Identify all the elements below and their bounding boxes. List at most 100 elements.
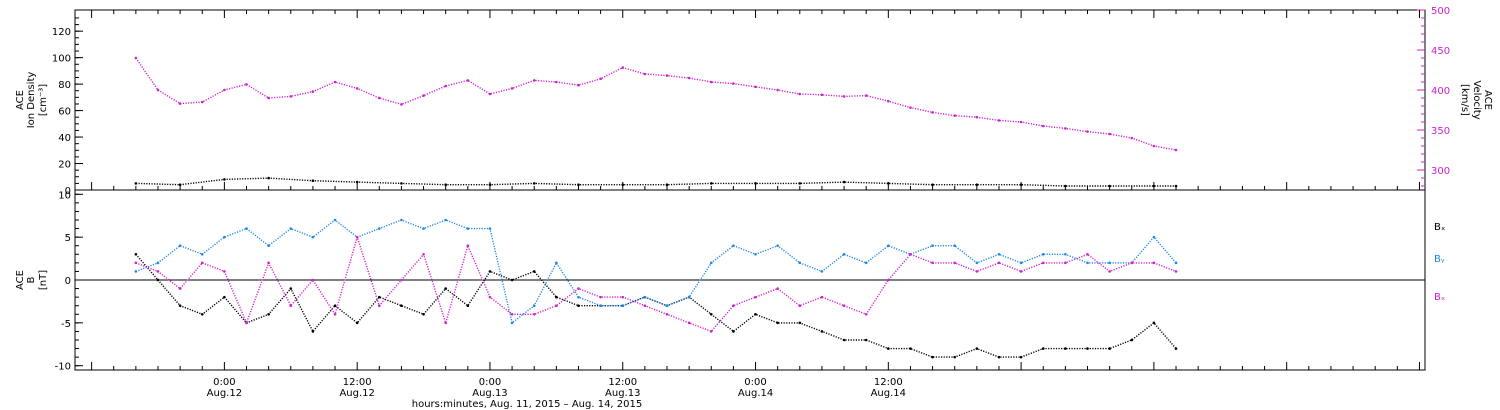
bz-series-point [643, 304, 647, 308]
velocity-series-point [245, 83, 248, 86]
velocity-series-point [709, 80, 713, 84]
by-series-point [532, 304, 536, 308]
bz-series-point [1041, 261, 1045, 265]
velocity-series-point [510, 87, 514, 90]
bz-series-point [1064, 261, 1067, 265]
bz-series-point [378, 304, 381, 308]
by-series-point [466, 227, 470, 230]
velocity-series-point [466, 79, 470, 82]
bz-series-point [156, 270, 160, 273]
velocity-series-point [820, 93, 824, 97]
velocity-series-point [754, 85, 757, 89]
bx-series-point [156, 278, 160, 282]
x-axis-ticks: 0:00Aug.1212:00Aug.120:00Aug.1312:00Aug.… [91, 10, 1420, 399]
bz-series-point [532, 312, 536, 316]
bx-series-point [289, 287, 293, 290]
bz-series-point [510, 312, 514, 316]
bx-series-point [178, 304, 182, 308]
bx-series-point [378, 295, 381, 299]
density-series-point [842, 180, 846, 184]
x-tick-label-time: 0:00 [744, 377, 766, 388]
bottom-left-axis-ticks: -10 -5 0 5 10 [55, 190, 83, 373]
by-series-line [135, 219, 1177, 324]
bz-series-point [842, 304, 846, 308]
by-series-point [1086, 261, 1089, 265]
by-series-point [267, 244, 270, 248]
bz-series-point [466, 244, 470, 248]
bz-series-point [754, 295, 757, 299]
bz-series-point [1019, 270, 1023, 273]
velocity-series-point [311, 90, 315, 93]
velocity-series-point [444, 84, 447, 88]
bx-series-point [1130, 338, 1134, 342]
bottom-left-tick-label: -5 [61, 319, 71, 330]
velocity-series-point [355, 87, 359, 90]
density-series-point [178, 183, 182, 187]
bx-series-point [577, 304, 580, 308]
by-series-point [156, 261, 160, 265]
x-tick-label-time: 12:00 [608, 377, 637, 388]
bx-series-point [134, 252, 138, 256]
bz-series-point [776, 287, 779, 290]
x-tick-label-time: 12:00 [343, 377, 372, 388]
by-series-point [488, 227, 492, 230]
by-series-point [178, 244, 182, 248]
top-left-tick-label: 0 [65, 186, 71, 197]
by-series-point [555, 261, 558, 265]
velocity-series-point [1152, 144, 1156, 148]
velocity-series-point [333, 80, 337, 84]
velocity-series-point [577, 83, 580, 87]
velocity-series-point [178, 102, 182, 105]
by-series-point [997, 252, 1001, 256]
x-tick-label-date: Aug.13 [472, 388, 507, 399]
by-series-point [510, 321, 514, 325]
by-series-point [599, 304, 602, 308]
bz-series-point [997, 261, 1001, 265]
by-series-point [400, 218, 403, 222]
bottom-left-ylabel-line3: [nT] [38, 270, 49, 290]
bz-series-point [1108, 270, 1111, 273]
legend-bz: Bₓ [1434, 292, 1445, 303]
bx-series-point [444, 287, 447, 290]
top-panel-series [134, 56, 1178, 188]
density-series-point [400, 182, 403, 185]
top-right-tick-label: 400 [1431, 86, 1450, 97]
bx-series-point [1064, 347, 1067, 350]
bz-series-point [909, 252, 912, 256]
bz-series-point [134, 261, 138, 265]
density-series-point [134, 182, 138, 185]
by-series-point [245, 227, 248, 230]
velocity-series-point [798, 92, 802, 96]
bz-series-point [289, 304, 293, 308]
velocity-series-point [555, 80, 558, 84]
bz-series-point [245, 321, 248, 325]
density-series-point [1108, 184, 1111, 188]
velocity-series-point [1130, 136, 1134, 140]
by-series-point [1174, 261, 1178, 265]
x-tick-label-time: 12:00 [874, 377, 903, 388]
bx-series-point [864, 338, 868, 342]
bz-series-point [621, 295, 625, 299]
bx-series-point [931, 355, 934, 359]
bx-series-point [909, 347, 912, 350]
by-series-point [953, 244, 957, 248]
velocity-series-point [776, 88, 779, 92]
velocity-series-point [732, 82, 735, 85]
bz-series-point [1086, 252, 1089, 256]
top-left-tick-label: 120 [52, 27, 71, 38]
bx-series-point [355, 321, 359, 325]
bottom-panel-series [134, 218, 1178, 359]
by-series-point [709, 261, 713, 265]
top-right-tick-label: 300 [1431, 166, 1450, 177]
by-series-point [820, 270, 824, 273]
bz-series-point [599, 295, 602, 299]
by-series-point [134, 270, 138, 273]
density-series-point [355, 180, 359, 184]
by-series-point [842, 252, 846, 256]
by-series-point [1019, 261, 1023, 265]
bz-series-point [267, 261, 270, 265]
bz-series-point [798, 304, 802, 308]
velocity-series-point [488, 92, 492, 96]
bx-series-point [953, 355, 957, 359]
bottom-left-ylabel-line2: B [26, 276, 37, 283]
